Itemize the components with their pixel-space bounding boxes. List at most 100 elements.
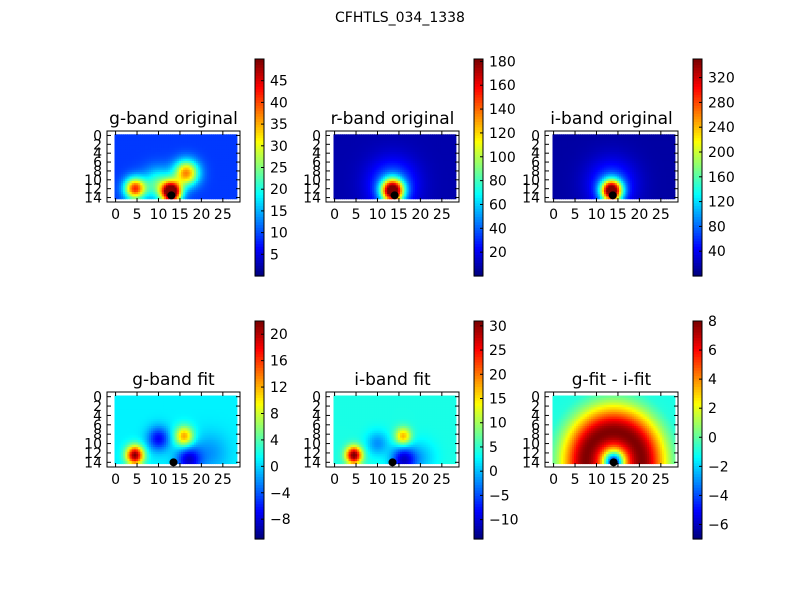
heatmap-cell bbox=[661, 178, 665, 182]
heatmap-cell bbox=[215, 147, 219, 151]
heatmap-cell bbox=[202, 140, 206, 144]
heatmap-cell bbox=[335, 149, 339, 153]
heatmap-cell bbox=[148, 189, 152, 193]
heatmap-cell bbox=[389, 156, 393, 160]
heatmap-cell bbox=[445, 187, 448, 191]
heatmap-cell bbox=[588, 183, 592, 186]
heatmap-cell bbox=[412, 145, 416, 149]
heatmap-cell bbox=[651, 172, 654, 175]
colorbar-segment bbox=[255, 151, 264, 155]
heatmap-cell bbox=[183, 185, 186, 189]
heatmap-cell bbox=[619, 138, 622, 142]
heatmap-cell bbox=[451, 176, 455, 180]
heatmap-cell bbox=[425, 165, 429, 169]
heatmap-cell bbox=[438, 183, 442, 186]
heatmap-cell bbox=[372, 180, 375, 184]
heatmap-cell bbox=[565, 174, 569, 178]
heatmap-cell bbox=[165, 169, 169, 173]
heatmap-cell bbox=[148, 174, 152, 178]
heatmap-cell bbox=[189, 187, 193, 191]
heatmap-cell bbox=[354, 147, 358, 151]
heatmap-cell bbox=[601, 140, 605, 144]
heatmap-cell bbox=[619, 178, 622, 182]
heatmap-cell bbox=[400, 174, 403, 178]
heatmap-cell bbox=[588, 145, 592, 149]
heatmap-cell bbox=[425, 134, 429, 138]
heatmap-cell bbox=[445, 169, 448, 173]
heatmap-cell bbox=[599, 149, 603, 153]
heatmap-cell bbox=[359, 158, 362, 162]
heatmap-cell bbox=[586, 147, 590, 151]
heatmap-cell bbox=[234, 189, 238, 193]
heatmap-cell bbox=[395, 140, 399, 144]
heatmap-cell bbox=[174, 176, 178, 180]
heatmap-cell bbox=[159, 134, 163, 138]
heatmap-cell bbox=[335, 176, 339, 180]
heatmap-cell bbox=[223, 143, 227, 147]
heatmap-cell bbox=[440, 176, 444, 180]
heatmap-cell bbox=[415, 174, 418, 178]
heatmap-cell bbox=[348, 178, 352, 182]
heatmap-cell bbox=[168, 147, 171, 151]
heatmap-cell bbox=[565, 143, 569, 147]
heatmap-cell bbox=[142, 145, 146, 149]
heatmap-cell bbox=[425, 167, 429, 171]
heatmap-cell bbox=[432, 192, 435, 195]
heatmap-cell bbox=[148, 147, 152, 151]
heatmap-cell bbox=[359, 169, 362, 173]
heatmap-cell bbox=[389, 192, 393, 195]
heatmap-cell bbox=[666, 152, 669, 155]
heatmap-cell bbox=[221, 165, 225, 169]
heatmap-cell bbox=[417, 158, 420, 162]
heatmap-cell bbox=[438, 176, 442, 180]
heatmap-cell bbox=[561, 147, 564, 151]
heatmap-cell bbox=[146, 156, 150, 160]
heatmap-cell bbox=[168, 158, 171, 162]
heatmap-cell bbox=[603, 187, 607, 191]
heatmap-cell bbox=[215, 196, 219, 200]
heatmap-cell bbox=[599, 143, 603, 147]
heatmap-cell bbox=[123, 149, 126, 153]
heatmap-cell bbox=[138, 194, 141, 198]
heatmap-cell bbox=[576, 154, 579, 158]
heatmap-cell bbox=[421, 160, 425, 164]
colorbar-segment bbox=[474, 267, 483, 272]
heatmap-cell bbox=[442, 176, 446, 180]
heatmap-cell bbox=[552, 176, 556, 180]
heatmap-cell bbox=[228, 163, 231, 166]
heatmap-cell bbox=[599, 180, 603, 184]
heatmap-cell bbox=[627, 136, 631, 140]
heatmap-cell bbox=[595, 145, 599, 149]
heatmap-cell bbox=[591, 172, 594, 175]
heatmap-cell bbox=[221, 189, 225, 193]
heatmap-cell bbox=[438, 143, 442, 147]
heatmap-cell bbox=[135, 183, 139, 186]
heatmap-cell bbox=[127, 138, 131, 142]
heatmap-cell bbox=[219, 178, 223, 182]
heatmap-cell bbox=[434, 158, 438, 162]
heatmap-cell bbox=[123, 169, 126, 173]
heatmap-cell bbox=[634, 167, 637, 171]
heatmap-cell bbox=[640, 180, 644, 184]
heatmap-cell bbox=[148, 156, 152, 160]
heatmap-cell bbox=[584, 145, 588, 149]
colorbar-segment bbox=[474, 151, 483, 155]
heatmap-cell bbox=[670, 172, 674, 175]
heatmap-cell bbox=[155, 185, 159, 189]
heatmap-cell bbox=[142, 187, 146, 191]
heatmap-cell bbox=[193, 189, 197, 193]
heatmap-cell bbox=[384, 143, 388, 147]
heatmap-cell bbox=[359, 140, 362, 144]
heatmap-cell bbox=[153, 152, 156, 155]
heatmap-cell bbox=[668, 145, 672, 149]
heatmap-cell bbox=[616, 154, 620, 158]
heatmap-cell bbox=[606, 138, 609, 142]
heatmap-cell bbox=[153, 143, 156, 147]
heatmap-cell bbox=[185, 154, 189, 158]
heatmap-cell bbox=[395, 165, 399, 169]
y-tick-label: 0 bbox=[312, 128, 321, 144]
heatmap-cell bbox=[453, 172, 457, 175]
heatmap-cell bbox=[230, 183, 234, 186]
heatmap-cell bbox=[144, 187, 148, 191]
heatmap-cell bbox=[400, 187, 403, 191]
